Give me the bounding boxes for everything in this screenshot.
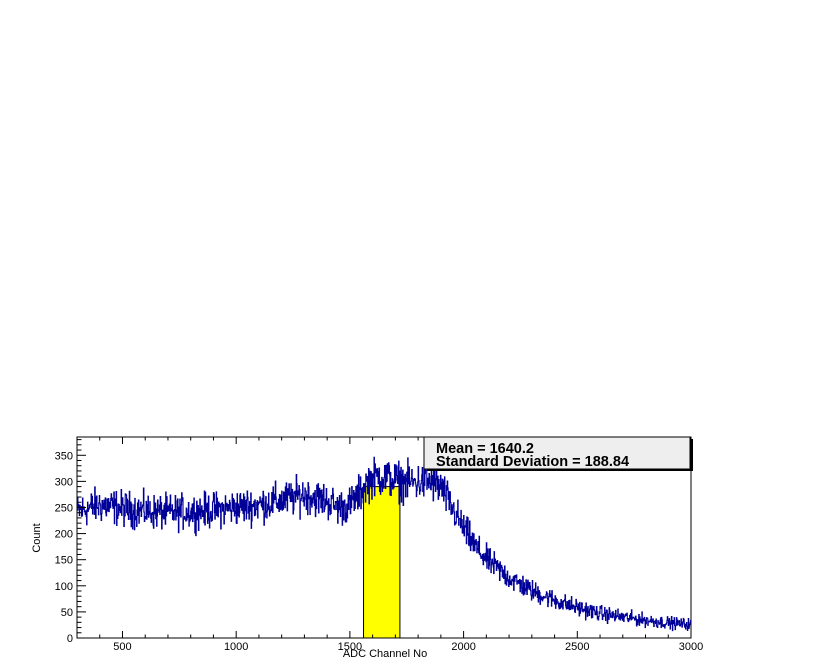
y-tick-label: 350 (55, 450, 73, 462)
y-tick-label: 50 (61, 607, 73, 619)
stats-std-dev: Standard Deviation = 188.84 (436, 454, 629, 470)
stats-box-panel (423, 436, 691, 470)
stats-box: Mean = 1640.2 Standard Deviation = 188.8… (423, 436, 693, 471)
y-axis-title: Count (31, 523, 43, 552)
series-layer (76, 456, 692, 632)
highlight-bar (363, 486, 401, 639)
x-axis-title: ADC Channel No (343, 648, 427, 660)
stats-mean: Mean = 1640.2 (436, 441, 534, 457)
y-tick-label: 200 (55, 529, 73, 541)
highlight-layer (363, 486, 401, 639)
y-tick-label: 250 (55, 502, 73, 514)
x-tick-label: 1500 (338, 641, 362, 653)
axes-layer: 500 1000 1500 2000 2500 3000 0 50 100 150 200 250 30… (55, 437, 703, 653)
y-tick-label: 0 (67, 633, 73, 645)
x-tick-label: 2000 (451, 641, 475, 653)
y-tick-label: 100 (55, 581, 73, 593)
y-tick-label: 150 (55, 555, 73, 567)
x-tick-label: 2500 (565, 641, 589, 653)
x-tick-label: 1000 (224, 641, 248, 653)
histogram-trace (76, 456, 692, 632)
y-tick-label: 300 (55, 476, 73, 488)
x-tick-label: 500 (113, 641, 131, 653)
x-tick-label: 3000 (679, 641, 703, 653)
